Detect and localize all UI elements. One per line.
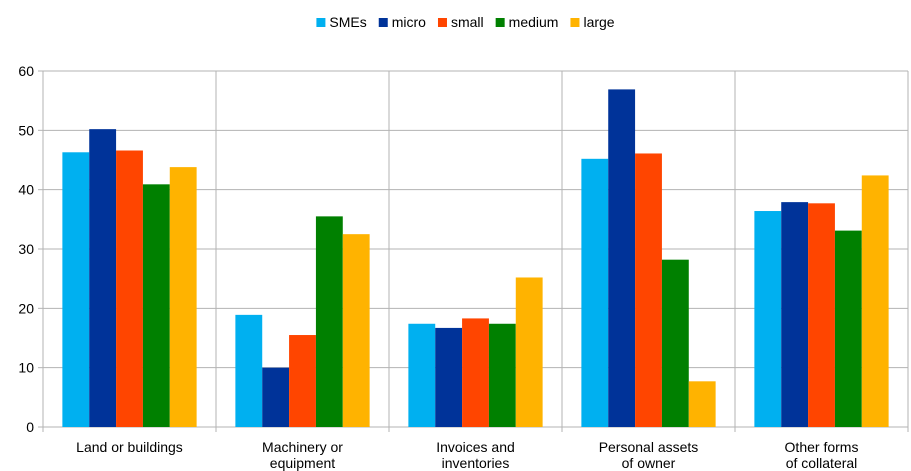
bar-small-2: [462, 318, 489, 427]
y-tick-label: 30: [18, 241, 34, 257]
bar-small-4: [808, 203, 835, 427]
x-category-label: Invoices and: [436, 439, 515, 455]
legend-swatch-large: [570, 18, 580, 27]
bar-smes-2: [408, 323, 436, 427]
bars: [62, 89, 889, 428]
x-category-label: inventories: [442, 455, 510, 471]
bar-medium-3: [661, 259, 689, 427]
x-category-label: of owner: [622, 455, 676, 471]
bar-medium-0: [142, 184, 170, 427]
legend-swatch-micro: [378, 18, 388, 27]
legend-swatch-medium: [495, 18, 505, 27]
x-category-label: of collateral: [786, 455, 858, 471]
x-category-label: Other forms: [785, 439, 859, 455]
y-tick-label: 20: [18, 300, 34, 316]
legend-label-medium: medium: [509, 14, 559, 30]
bar-micro-1: [262, 367, 290, 427]
x-category-label: equipment: [270, 455, 335, 471]
bar-smes-3: [581, 158, 609, 427]
legend-label-micro: micro: [392, 14, 426, 30]
y-tick-label: 60: [18, 63, 34, 79]
y-tick-label: 10: [18, 360, 34, 376]
bar-medium-2: [488, 323, 516, 427]
legend: SMEs micro small medium large: [316, 14, 615, 30]
bar-smes-0: [62, 152, 90, 427]
y-axis: 0 10 20 30 40 50 60: [18, 63, 43, 435]
legend-label-small: small: [451, 14, 484, 30]
bar-large-4: [861, 175, 889, 427]
bar-micro-3: [608, 89, 636, 427]
bar-large-3: [688, 381, 716, 427]
legend-label-large: large: [583, 14, 614, 30]
bar-medium-1: [315, 216, 343, 427]
bar-small-0: [116, 150, 143, 428]
y-tick-label: 40: [18, 182, 34, 198]
bar-smes-4: [754, 211, 782, 427]
bar-small-1: [289, 335, 316, 427]
legend-swatch-small: [437, 18, 447, 27]
y-tick-label: 0: [26, 419, 34, 435]
bar-large-0: [169, 167, 197, 427]
legend-swatch-smes: [316, 18, 326, 27]
bar-large-1: [342, 234, 370, 427]
bar-large-2: [515, 277, 543, 427]
bar-small-3: [635, 153, 662, 427]
bar-micro-2: [435, 327, 463, 427]
y-tick-label: 50: [18, 122, 34, 138]
bar-smes-1: [235, 314, 263, 427]
bar-medium-4: [834, 230, 862, 427]
x-category-label: Personal assets: [599, 439, 699, 455]
x-category-label: Machinery or: [262, 439, 343, 455]
bar-micro-4: [781, 202, 809, 427]
x-category-label: Land or buildings: [76, 439, 183, 455]
legend-label-smes: SMEs: [329, 14, 366, 30]
bar-micro-0: [89, 129, 117, 427]
